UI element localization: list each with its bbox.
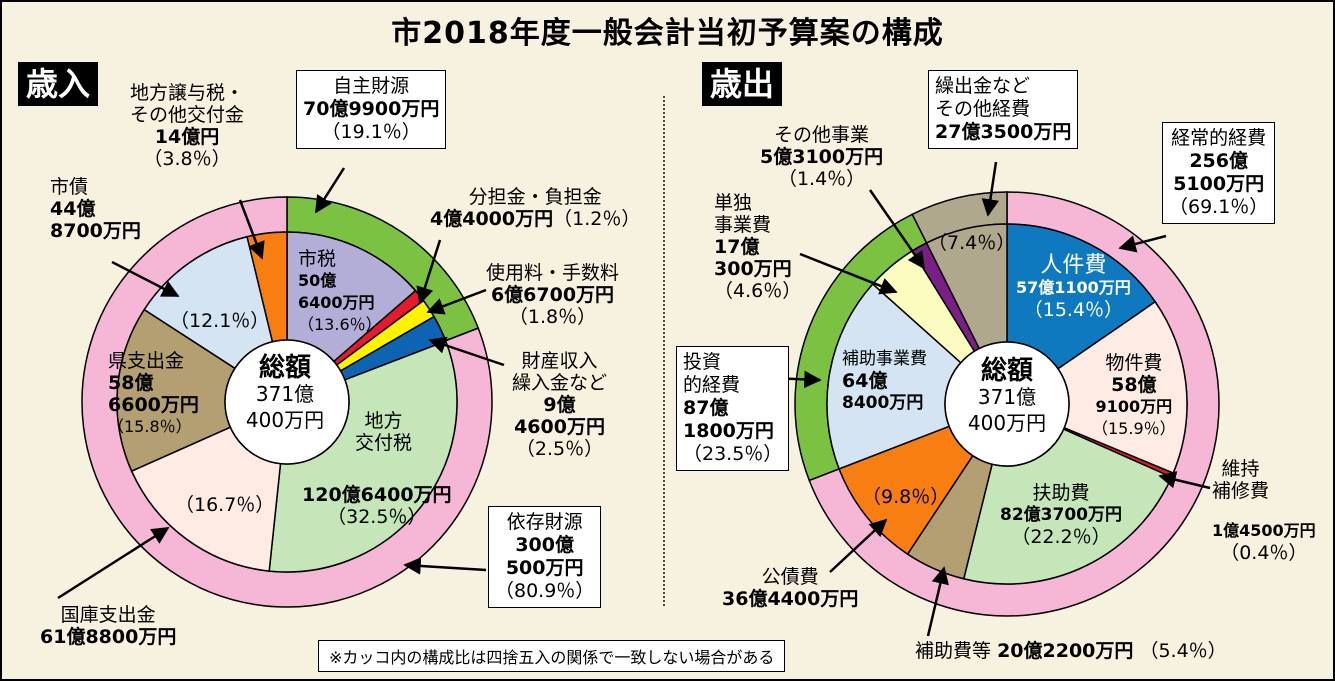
arrow-jouyo (238, 199, 265, 260)
kofu-label: 地方 交付税 (355, 410, 413, 454)
center-divider (663, 96, 665, 606)
iji-label: 維持 補修費 (1212, 458, 1270, 502)
ken-label: 県支出金 58億 6600万円 （15.8％） (108, 350, 199, 436)
arrow-tandoku (799, 252, 898, 295)
expenditure-tag: 歳出 (702, 62, 783, 106)
expenditure-center-circle (944, 341, 1070, 467)
zaisan-label: 財産収入 繰入金など 9億 4600万円 （2.5％） (512, 350, 608, 460)
arrow-iji (1158, 471, 1211, 490)
keijo-box: 経常的経費 256億 5100万円 （69.1％） (1162, 122, 1276, 224)
arrow-shiyo (426, 288, 487, 315)
arrow-shisai (111, 260, 180, 298)
toshi-box: 投資 的経費 87億 1800万円 （23.5％） (676, 346, 790, 471)
shisai-pct: （12.1％） (170, 310, 270, 332)
revenue-tag: 歳入 (18, 62, 99, 106)
hojojigyo-label: 補助事業費 64億 8400万円 (842, 349, 927, 413)
footnote: ※カッコ内の構成比は四捨五入の関係で一致しない場合がある (318, 640, 786, 672)
bukken-label: 物件費 58億 9100万円 （15.9％） (1092, 352, 1176, 438)
kurida-box: 繰出金など その他経費 27億3500万円 (928, 70, 1079, 149)
shisai-label: 市債 44億 8700万円 (50, 176, 141, 242)
sonota-jigyo-label: その他事業 5億3100万円 （1.4％） (760, 124, 884, 190)
arrow-keijo (1118, 234, 1167, 253)
arrow-jishu (314, 167, 346, 214)
arrow-izon (403, 557, 487, 575)
arrow-hojotou (926, 566, 949, 637)
tandoku-label: 単独 事業費 17億 300万円 （4.6％） (714, 192, 802, 302)
jishu-zaigen-box: 自主財源 70億9900万円 （19.1％） (296, 70, 447, 149)
arrow-futan (416, 239, 442, 305)
jouyo-label: 地方譲与税・ その他交付金 14億円 （3.8％） (130, 82, 245, 170)
iji-amount: 1億4500万円 （0.4％） (1212, 521, 1316, 564)
revenue-center-circle (224, 339, 350, 465)
kosai-label: 公債費 36億4400万円 (722, 566, 859, 610)
kokko-label: 国庫支出金 61億8800万円 (40, 604, 177, 648)
kurida-pct: （7.4％） (928, 232, 1016, 254)
izon-zaigen-box: 依存財源 300億 500万円 （80.9％） (488, 506, 602, 608)
expenditure-total: 総額 371億 400万円 (967, 356, 1047, 435)
arrow-kurida (981, 161, 1000, 217)
fujo-label: 扶助費 82億3700万円 （22.2％） (1000, 482, 1122, 548)
arrow-kosai (829, 518, 888, 573)
shiyo-label: 使用料・手数料 6億6700万円 （1.8％） (486, 262, 620, 328)
arrow-sonota (868, 189, 926, 270)
kokko-pct: （16.7％） (175, 494, 275, 516)
jinken-label: 人件費 57億1100万円 （15.4％） (1016, 253, 1131, 322)
arrow-zaisan (428, 336, 505, 367)
kosai-pct: （9.8％） (862, 486, 950, 508)
futan-label: 分担金・負担金 4億4000万円（1.2％） (430, 186, 641, 230)
shizei-label: 市税 50億 6400万円 （13.6％） (298, 248, 382, 334)
hojotou-label: 補助費等 20億2200万円 （5.4％） (915, 640, 1227, 662)
kofu-amount: 120億6400万円 （32.5％） (302, 484, 452, 528)
page-title: 市2018年度一般会計当初予算案の構成 (391, 16, 944, 51)
revenue-total: 総額 371億 400万円 (245, 353, 325, 432)
arrow-kokko (57, 526, 170, 600)
